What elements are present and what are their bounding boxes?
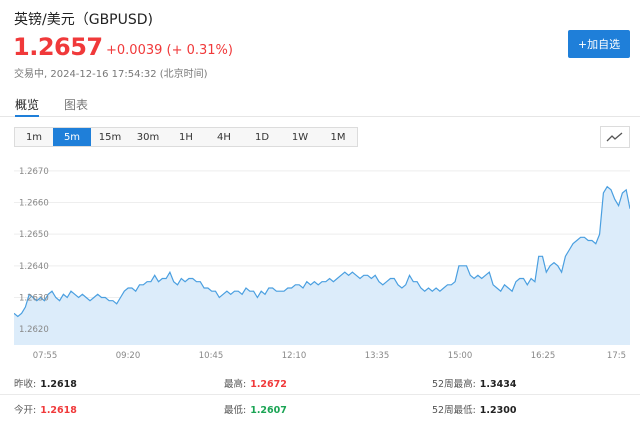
stats-row: 昨收: 1.2618 最高: 1.2672 52周最高: 1.3434	[0, 369, 640, 395]
price-chart: 1.2620 1.2630 1.2640 1.2650 1.2660 1.2670 07:…	[14, 167, 630, 361]
x-tick-label: 12:10	[282, 351, 307, 361]
stat-label: 52周最高:	[432, 379, 476, 390]
period-1h[interactable]: 1H	[179, 131, 193, 143]
tab-overview[interactable]: 概览	[15, 96, 40, 117]
x-tick-label: 07:55	[33, 351, 58, 361]
y-tick-label: 1.2660	[19, 199, 49, 209]
view-tabs: 概览 图表	[0, 95, 640, 117]
prev-close-stat: 昨收: 1.2618	[14, 376, 77, 390]
stat-label: 今开:	[14, 405, 37, 416]
x-tick-label: 13:35	[365, 351, 390, 361]
high-stat: 最高: 1.2672	[224, 376, 287, 390]
period-1m[interactable]: 1m	[25, 131, 43, 143]
y-tick-label: 1.2640	[19, 262, 49, 272]
period-30m[interactable]: 30m	[136, 131, 160, 143]
price-area	[14, 186, 630, 345]
period-1d[interactable]: 1D	[254, 131, 270, 143]
open-stat: 今开: 1.2618	[14, 402, 77, 416]
stat-value: 1.2618	[40, 379, 77, 390]
stat-label: 最低:	[224, 405, 247, 416]
tab-chart[interactable]: 图表	[64, 98, 89, 112]
52w-high-stat: 52周最高: 1.3434	[432, 376, 516, 390]
stat-label: 52周最低:	[432, 405, 476, 416]
x-tick-label: 09:20	[116, 351, 141, 361]
line-chart-icon	[606, 132, 623, 142]
add-watchlist-button[interactable]: +加自选	[568, 30, 630, 58]
low-stat: 最低: 1.2607	[224, 402, 287, 416]
period-15m[interactable]: 15m	[98, 131, 122, 143]
period-selector: 1m 5m 15m 30m 1H 4H 1D 1W 1M	[14, 127, 358, 147]
y-tick-label: 1.2670	[19, 167, 49, 177]
y-tick-label: 1.2620	[19, 325, 49, 335]
period-1w[interactable]: 1W	[291, 131, 309, 143]
stat-value: 1.3434	[479, 379, 517, 390]
period-5m[interactable]: 5m	[53, 128, 91, 146]
stat-value: 1.2618	[40, 405, 77, 416]
y-tick-label: 1.2630	[19, 294, 49, 304]
trading-status: 交易中, 2024-12-16 17:54:32 (北京时间)	[14, 69, 208, 80]
period-1mo[interactable]: 1M	[330, 131, 346, 143]
x-tick-label: 10:45	[199, 351, 224, 361]
stat-value: 1.2300	[479, 405, 517, 416]
stat-value: 1.2672	[250, 379, 287, 390]
stat-value: 1.2607	[250, 405, 287, 416]
instrument-title: 英镑/美元（GBPUSD)	[14, 12, 153, 28]
x-tick-label: 17:5	[607, 351, 626, 361]
x-tick-label: 16:25	[531, 351, 556, 361]
y-tick-label: 1.2650	[19, 230, 49, 240]
stat-label: 昨收:	[14, 379, 37, 390]
price-change: +0.0039 (+ 0.31%)	[106, 43, 233, 58]
stat-label: 最高:	[224, 379, 247, 390]
current-price: 1.2657	[13, 33, 103, 61]
chart-type-toggle[interactable]	[600, 126, 630, 148]
52w-low-stat: 52周最低: 1.2300	[432, 402, 516, 416]
x-tick-label: 15:00	[448, 351, 473, 361]
period-4h[interactable]: 4H	[217, 131, 231, 143]
stats-row: 今开: 1.2618 最低: 1.2607 52周最低: 1.2300	[0, 395, 640, 421]
price-line	[14, 185, 630, 318]
